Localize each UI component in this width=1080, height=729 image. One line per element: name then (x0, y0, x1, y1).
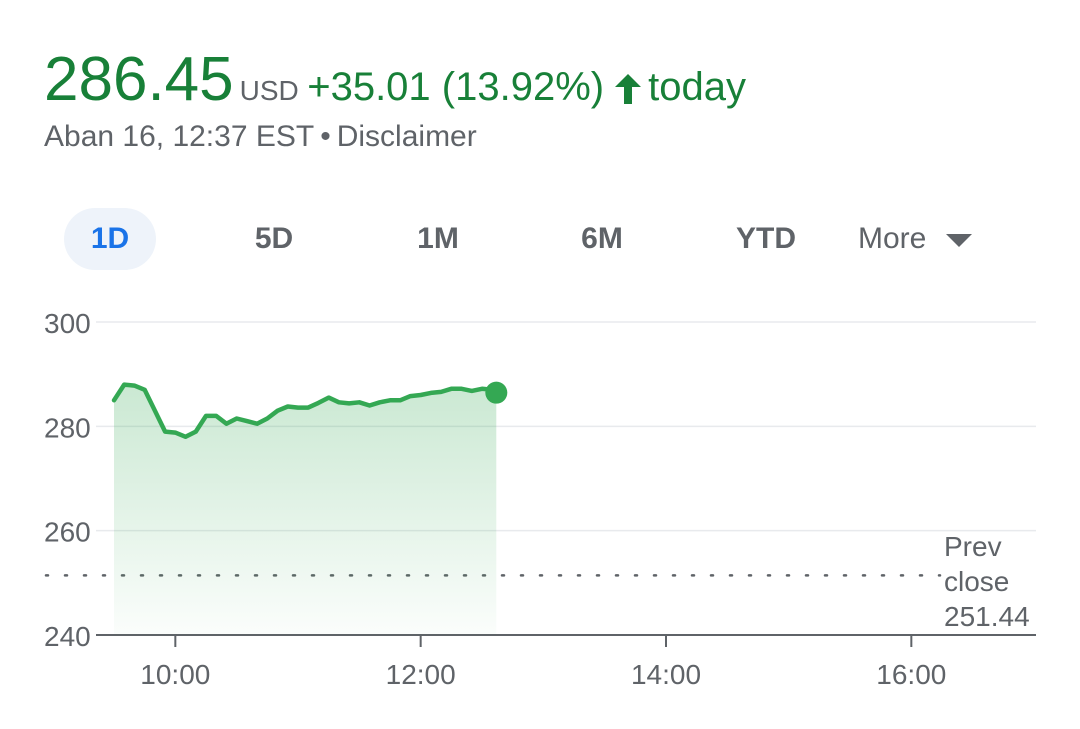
current-price: 286.45 (44, 45, 234, 114)
price-change: +35.01 (13.92%) (307, 65, 605, 109)
current-price-dot (485, 381, 508, 404)
tab-5d[interactable]: 5D (254, 222, 294, 255)
prev-close-label: Prev (944, 531, 1002, 562)
price-area (114, 384, 497, 635)
prev-close-label: 251.44 (944, 601, 1030, 632)
x-tick-label: 12:00 (386, 659, 456, 690)
tab-6m[interactable]: 6M (581, 222, 623, 255)
quote-subline: Aban 16, 12:37 EST • Disclaimer (44, 120, 477, 154)
disclaimer-link[interactable]: Disclaimer (336, 120, 477, 153)
x-tick-label: 16:00 (876, 659, 946, 690)
separator-dot: • (320, 120, 331, 153)
more-dropdown[interactable]: More (858, 208, 973, 270)
currency-label: USD (239, 75, 299, 106)
y-tick-label: 300 (44, 308, 91, 339)
quote-timestamp: Aban 16, 12:37 EST (44, 120, 315, 153)
tab-1m[interactable]: 1M (417, 222, 459, 255)
arrow-up-icon (614, 73, 642, 110)
tab-1d[interactable]: 1D (64, 208, 156, 270)
x-tick-label: 10:00 (140, 659, 210, 690)
tab-ytd[interactable]: YTD (736, 222, 796, 255)
y-tick-label: 240 (44, 621, 91, 652)
caret-down-icon (946, 233, 973, 247)
change-period: today (648, 65, 746, 109)
prev-close-label: close (944, 566, 1009, 597)
y-tick-label: 280 (44, 412, 91, 443)
more-label: More (858, 222, 927, 255)
quote-header: 286.45 USD +35.01 (13.92%) today (44, 44, 746, 118)
x-tick-label: 14:00 (631, 659, 701, 690)
price-line (111, 382, 499, 440)
y-tick-label: 260 (44, 517, 91, 548)
